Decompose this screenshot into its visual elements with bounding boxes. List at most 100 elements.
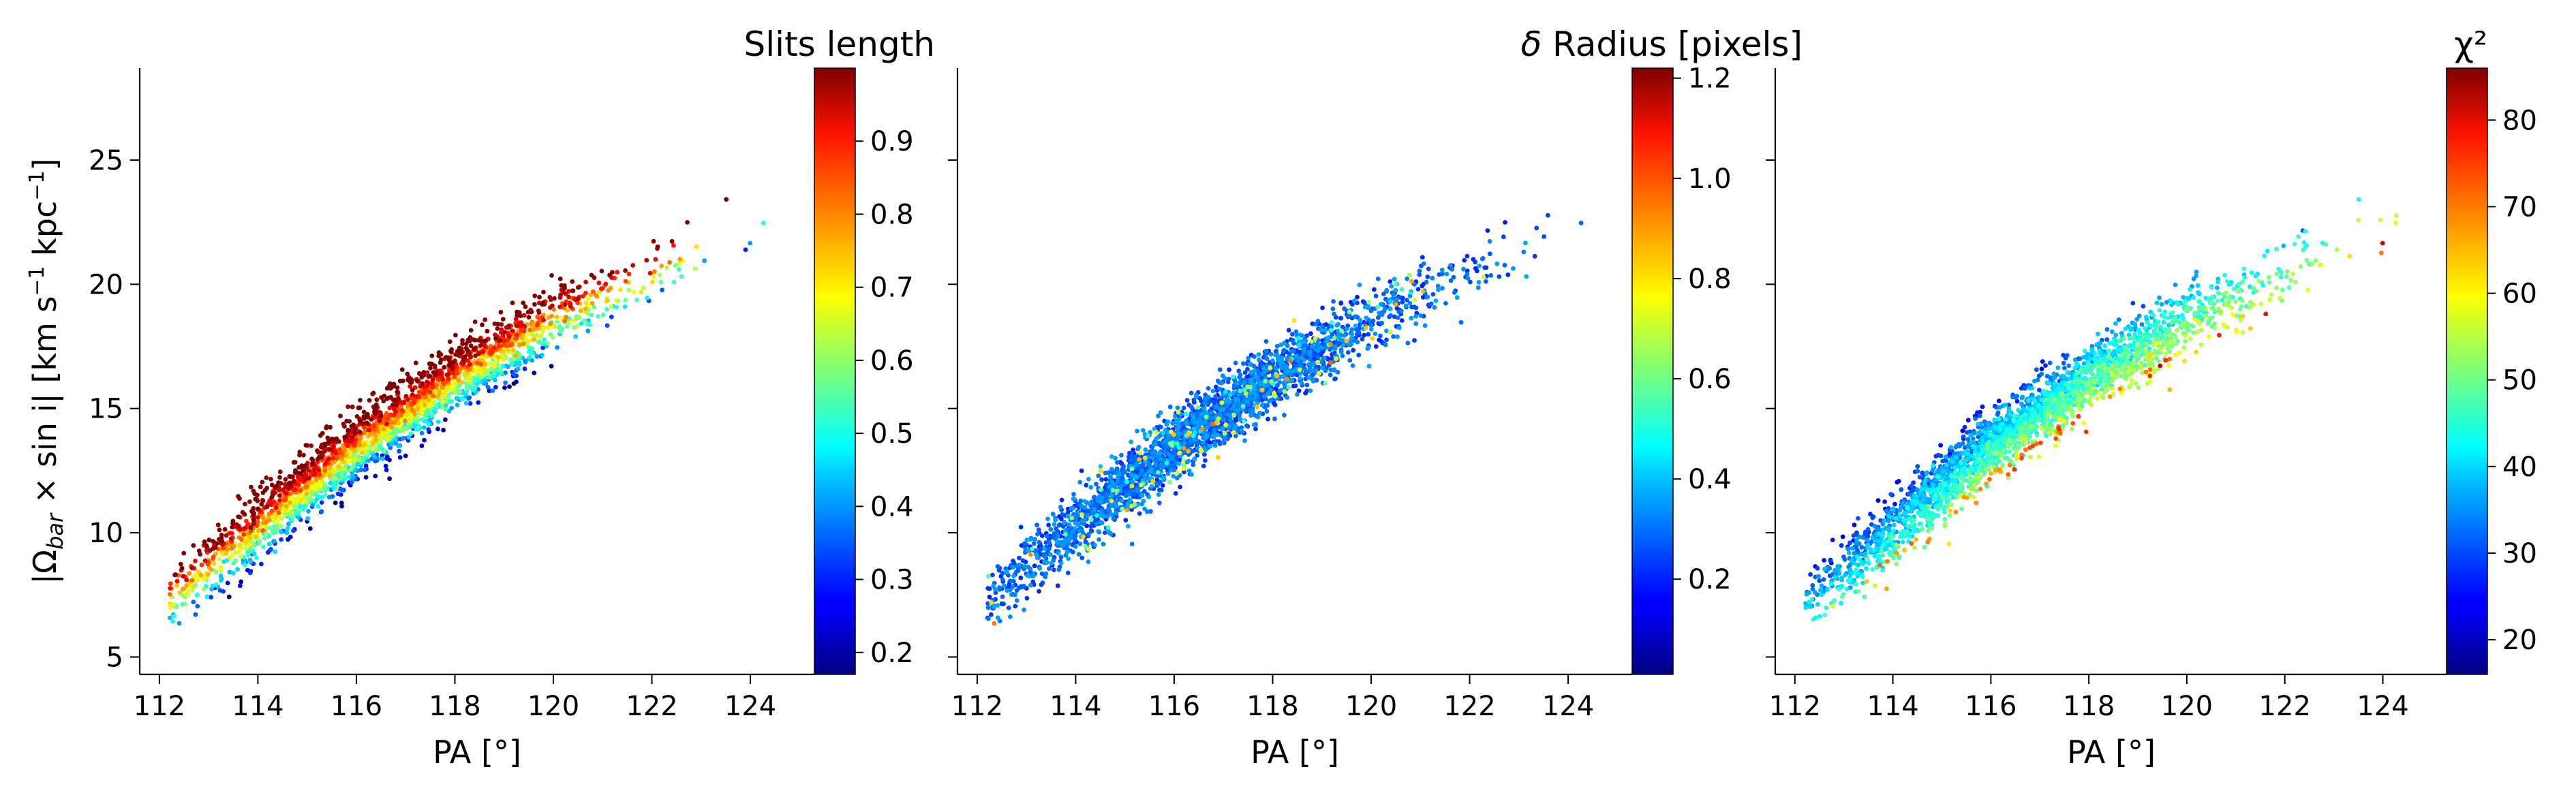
scatter-point [1206,386,1211,391]
colorbar-tick-label: 0.8 [870,199,914,230]
scatter-point [605,298,610,303]
scatter-point [1430,275,1435,281]
scatter-point [521,341,526,346]
scatter-point [338,413,343,419]
scatter-point [444,387,448,392]
scatter-point [309,492,313,497]
scatter-point [577,315,582,320]
scatter-point [287,474,292,479]
scatter-point [187,571,192,576]
scatter-point [1043,571,1049,576]
scatter-point [352,431,358,435]
scatter-point [1167,404,1173,409]
scatter-point [319,500,324,505]
scatter-point [1282,413,1287,418]
scatter-point [476,400,481,405]
scatter-point [453,391,459,396]
x-tick-label: 114 [232,691,283,722]
scatter-point [669,238,675,244]
scatter-point [1391,292,1396,297]
scatter-point [1086,559,1091,565]
scatter-point [298,488,303,493]
scatter-point [1320,365,1325,371]
scatter-point [490,388,495,393]
scatter-point [532,371,537,375]
scatter-point [581,318,587,323]
scatter-point [179,565,185,571]
scatter-point [229,546,234,551]
scatter-point [211,556,215,561]
scatter-point [1256,352,1261,357]
scatter-point [550,303,555,309]
scatter-point [225,580,230,586]
scatter-point [421,370,427,375]
scatter-point [1349,327,1355,332]
scatter-point [1056,534,1060,539]
scatter-point [1299,381,1304,386]
scatter-point [199,562,204,567]
scatter-point [441,428,446,433]
scatter-point [1052,567,1056,572]
scatter-point [269,508,275,514]
scatter-point [1357,282,1362,287]
scatter-point [245,522,250,527]
scatter-point [260,498,265,503]
scatter-point [328,465,333,471]
scatter-point [393,431,398,437]
scatter-point [174,583,179,588]
scatter-point [1521,249,1527,255]
scatter-point [1311,353,1317,358]
scatter-point [487,375,492,380]
scatter-point [283,477,288,482]
scatter-point [480,349,485,355]
colorbar-tick-label: 0.6 [870,345,914,377]
scatter-point [589,272,594,278]
scatter-point [1418,313,1424,318]
scatter-point [227,555,232,561]
scatter-point [1048,552,1053,557]
scatter-point [224,533,229,538]
scatter-point [184,592,189,597]
scatter-point [653,257,658,262]
scatter-point [478,343,484,348]
scatter-point [522,366,527,371]
scatter-point [1356,352,1362,358]
scatter-point [1191,463,1196,467]
scatter-point [468,328,474,333]
scatter-point [1281,348,1286,354]
scatter-point [1432,305,1437,310]
scatter-point [339,487,344,493]
scatter-point [463,341,469,346]
scatter-point [990,572,995,578]
scatter-point [1448,278,1454,283]
scatter-point [196,576,201,582]
scatter-point [207,548,213,553]
scatter-point [1126,492,1131,497]
scatter-point [330,437,335,442]
scatter-point [1353,314,1358,319]
scatter-point [676,267,681,272]
scatter-point [1222,435,1227,440]
scatter-point [677,257,683,262]
scatter-point [420,417,425,422]
scatter-point [677,261,682,266]
scatter-point [1412,338,1417,343]
scatter-point [537,339,542,345]
scatter-point [748,240,753,246]
scatter-point [1345,350,1351,355]
scatter-point [358,398,363,403]
scatter-point [1014,588,1019,593]
scatter-point [1248,413,1253,418]
scatter-point [172,614,177,619]
scatter-point [1031,541,1037,546]
scatter-point [514,379,519,384]
scatter-point [356,457,362,463]
scatter-point [1309,369,1314,373]
scatter-point [382,393,387,398]
scatter-point [291,528,296,533]
scatter-point [215,522,221,528]
scatter-point [361,457,365,462]
scatter-point [1071,492,1076,497]
y-tick-label: 5 [106,642,123,673]
scatter-point [574,324,579,329]
